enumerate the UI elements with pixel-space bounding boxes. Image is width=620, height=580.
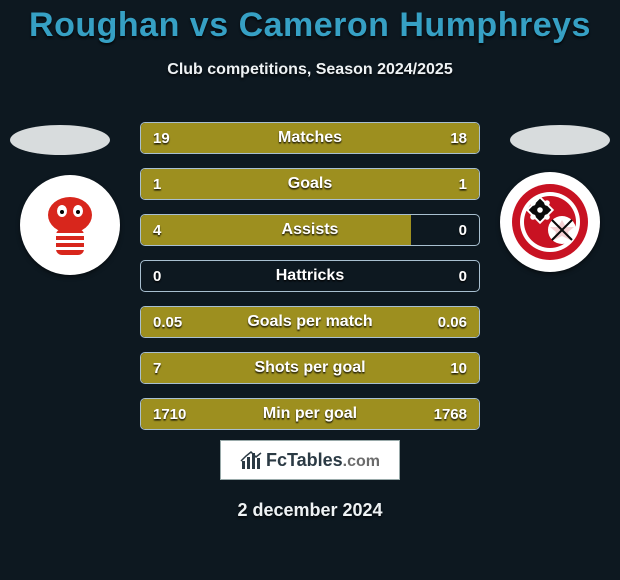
stat-row: 1918Matches — [140, 122, 480, 154]
brand-suffix: .com — [343, 453, 380, 470]
stat-row: 710Shots per goal — [140, 352, 480, 384]
stat-row: 00Hattricks — [140, 260, 480, 292]
right-ellipse-decoration — [510, 125, 610, 155]
fctables-logo: FcTables.com — [220, 440, 400, 480]
stat-row: 0.050.06Goals per match — [140, 306, 480, 338]
chart-icon — [240, 449, 262, 471]
stat-label: Goals — [141, 169, 479, 199]
left-ellipse-decoration — [10, 125, 110, 155]
stat-label: Assists — [141, 215, 479, 245]
footer-date: 2 december 2024 — [0, 500, 620, 521]
stat-label: Shots per goal — [141, 353, 479, 383]
stat-label: Goals per match — [141, 307, 479, 337]
brand-text: FcTables.com — [266, 450, 380, 471]
lincoln-city-badge-icon — [30, 185, 110, 265]
stat-row: 17101768Min per goal — [140, 398, 480, 430]
right-team-badge — [500, 172, 600, 272]
page-title: Roughan vs Cameron Humphreys — [0, 0, 620, 45]
left-team-badge — [20, 175, 120, 275]
page-subtitle: Club competitions, Season 2024/2025 — [0, 61, 620, 79]
brand-prefix: Fc — [266, 450, 287, 470]
stat-label: Hattricks — [141, 261, 479, 291]
stats-container: 1918Matches 11Goals 40Assists 00Hattricks 0.… — [140, 122, 480, 444]
stat-row: 40Assists — [140, 214, 480, 246]
brand-main: Tables — [287, 450, 343, 470]
stat-label: Min per goal — [141, 399, 479, 429]
stat-label: Matches — [141, 123, 479, 153]
rotherham-united-badge-icon — [508, 180, 592, 264]
stat-row: 11Goals — [140, 168, 480, 200]
